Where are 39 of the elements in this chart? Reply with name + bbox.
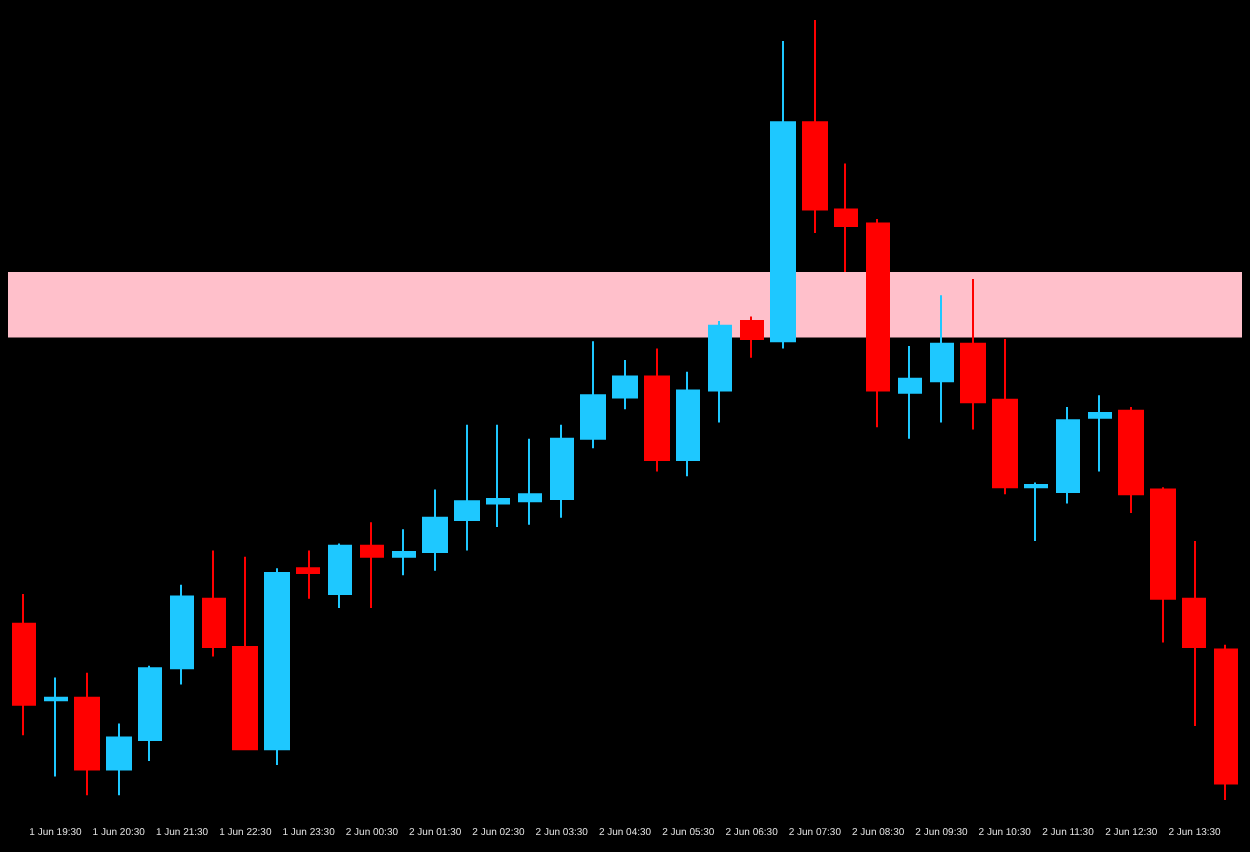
candlestick [1024, 481, 1048, 543]
candlestick [392, 528, 416, 577]
candlestick [834, 162, 858, 273]
candlestick [1214, 643, 1238, 801]
candlestick [232, 555, 258, 751]
candlestick [740, 315, 764, 359]
candlestick [1056, 405, 1080, 505]
candlestick [360, 521, 384, 610]
candlestick [612, 359, 638, 411]
candlestick [708, 320, 732, 424]
candlestick [202, 549, 226, 658]
candlestick [644, 347, 670, 473]
candlestick [328, 542, 352, 610]
candlestick [518, 437, 542, 526]
candlestick [264, 567, 290, 766]
candlestick [1088, 394, 1112, 473]
candlestick [106, 722, 132, 797]
candlestick [12, 593, 36, 737]
candlestick [1182, 540, 1206, 727]
candlestick [296, 549, 320, 600]
candlestick [138, 664, 162, 762]
candlestick [898, 345, 922, 440]
candlestick [676, 370, 700, 478]
candlestick [44, 676, 68, 778]
candlestick [1118, 405, 1144, 514]
candlestick [1150, 486, 1176, 644]
candlestick [74, 671, 100, 797]
candlestick [422, 488, 448, 572]
candlestick [170, 583, 194, 686]
candlestick [930, 294, 954, 424]
candlestick [486, 423, 510, 528]
candlestick [454, 423, 480, 552]
candlestick [960, 277, 986, 431]
candlestick [802, 19, 828, 234]
candlestick [866, 217, 890, 429]
candlestick [580, 340, 606, 450]
candlestick [770, 40, 796, 350]
candlestick [550, 423, 574, 519]
candlestick [992, 338, 1018, 496]
